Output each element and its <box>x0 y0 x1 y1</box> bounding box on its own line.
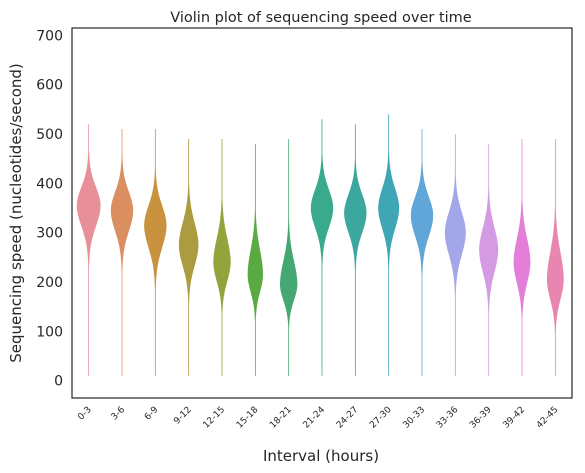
violin-15-18 <box>247 143 264 376</box>
violin-18-21 <box>279 139 298 376</box>
y-tick-label: 500 <box>36 127 63 143</box>
y-axis-title: Sequencing speed (nucleotides/second) <box>7 63 25 363</box>
x-tick-label: 12-15 <box>202 405 228 431</box>
x-axis-title: Interval (hours) <box>263 447 379 465</box>
y-tick-label: 600 <box>36 78 63 94</box>
y-axis-ticks: 0 100 200 300 400 500 600 700 <box>36 28 63 389</box>
y-tick-label: 0 <box>54 374 63 390</box>
violin-9-12 <box>178 139 199 376</box>
x-tick-label: 0-3 <box>76 405 93 422</box>
x-tick-label: 33-36 <box>435 405 461 431</box>
violin-group <box>76 114 564 376</box>
violin-30-33 <box>410 129 434 376</box>
x-tick-label: 6-9 <box>143 405 161 423</box>
chart-title: Violin plot of sequencing speed over tim… <box>170 10 472 26</box>
y-tick-label: 400 <box>36 176 63 192</box>
y-tick-label: 700 <box>36 28 63 44</box>
x-axis-ticks: 0-3 3-6 6-9 9-12 12-15 15-18 18-21 21-24 24-27 27… <box>76 405 560 431</box>
x-tick-label: 9-12 <box>172 405 194 427</box>
x-tick-label: 30-33 <box>402 405 428 431</box>
x-tick-label: 42-45 <box>535 405 561 431</box>
x-tick-label: 21-24 <box>302 405 328 431</box>
violin-21-24 <box>310 119 334 376</box>
x-tick-label: 39-42 <box>502 405 528 431</box>
violin-33-36 <box>444 134 466 376</box>
x-tick-label: 27-30 <box>368 405 394 431</box>
violin-24-27 <box>344 124 367 376</box>
violin-6-9 <box>144 129 167 376</box>
violin-3-6 <box>110 129 134 376</box>
violin-42-45 <box>546 139 564 376</box>
violin-0-3 <box>76 124 101 376</box>
x-tick-label: 24-27 <box>335 405 361 431</box>
x-tick-label: 15-18 <box>235 405 261 431</box>
violin-12-15 <box>213 139 231 376</box>
y-tick-label: 300 <box>36 226 63 242</box>
x-tick-label: 36-39 <box>468 405 494 431</box>
violin-39-42 <box>513 139 531 376</box>
y-tick-label: 200 <box>36 275 63 291</box>
plot-frame <box>71 27 573 399</box>
y-tick-label: 100 <box>36 324 63 340</box>
x-tick-label: 18-21 <box>268 405 294 431</box>
violin-27-30 <box>378 114 400 376</box>
x-tick-label: 3-6 <box>110 405 128 423</box>
violin-36-39 <box>479 143 499 376</box>
